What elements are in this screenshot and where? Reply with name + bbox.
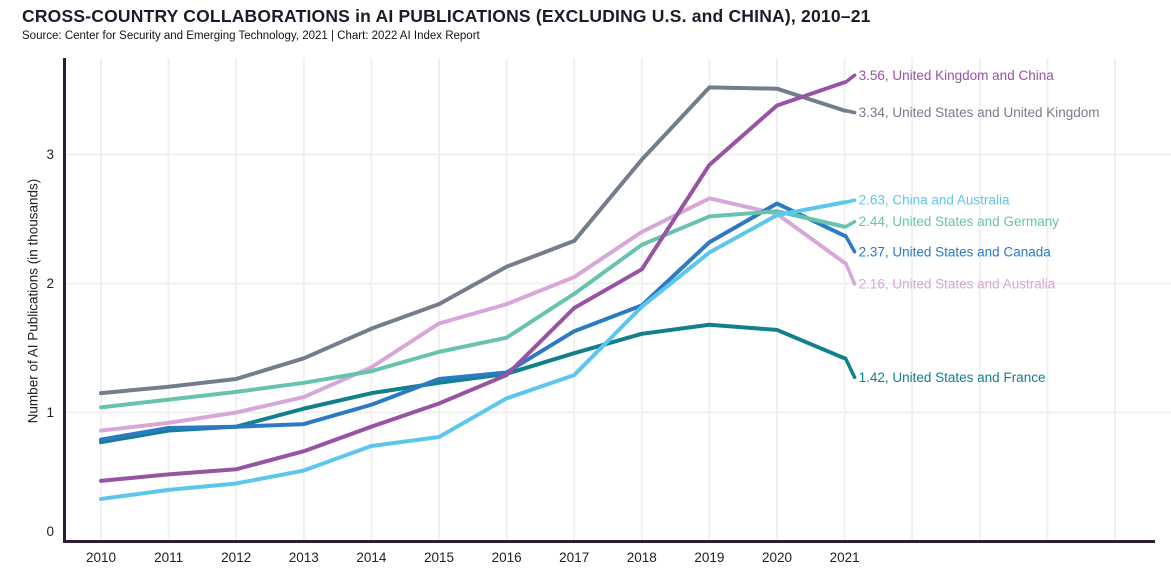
series-label-connector	[843, 356, 857, 380]
series-label-connector	[843, 261, 857, 286]
x-tick-label: 2020	[762, 550, 792, 565]
series-line	[99, 80, 847, 483]
x-tick-label: 2015	[424, 550, 454, 565]
y-tick-label: 2	[46, 276, 54, 291]
x-tick-label: 2011	[154, 550, 183, 565]
x-tick-label: 2013	[289, 550, 319, 565]
series-label-connector	[843, 219, 857, 229]
x-tick-label: 2017	[559, 550, 589, 565]
series-end-label: 3.34, United States and United Kingdom	[859, 105, 1100, 120]
series-end-label: 1.42, United States and France	[859, 370, 1046, 385]
y-tick-label: 0	[46, 524, 54, 539]
series-label-connector	[843, 73, 857, 85]
series-line	[99, 196, 847, 433]
y-tick-label: 3	[46, 147, 54, 162]
series-end-label: 2.44, United States and Germany	[859, 214, 1060, 229]
series-line	[99, 209, 847, 410]
chart-source-caption: Source: Center for Security and Emerging…	[22, 30, 480, 42]
x-tick-label: 2010	[86, 550, 116, 565]
x-tick-label: 2021	[830, 550, 860, 565]
series-line	[99, 201, 847, 442]
series-label-connector	[843, 234, 857, 254]
x-tick-label: 2014	[356, 550, 387, 565]
series-line	[99, 200, 847, 501]
series-end-label: 2.37, United States and Canada	[859, 244, 1052, 259]
x-tick-label: 2019	[694, 550, 724, 565]
series-end-label: 3.56, United Kingdom and China	[859, 68, 1055, 83]
series-label-connector	[843, 198, 857, 204]
x-tick-label: 2016	[492, 550, 522, 565]
x-tick-label: 2012	[221, 550, 251, 565]
series-label-connector	[843, 108, 857, 115]
chart-title: CROSS-COUNTRY COLLABORATIONS in AI PUBLI…	[22, 6, 871, 26]
y-tick-label: 1	[46, 405, 54, 420]
series-line	[99, 85, 847, 396]
x-tick-label: 2018	[627, 550, 657, 565]
series-end-label: 2.63, China and Australia	[859, 193, 1010, 208]
series-end-label: 2.16, United States and Australia	[859, 276, 1056, 291]
